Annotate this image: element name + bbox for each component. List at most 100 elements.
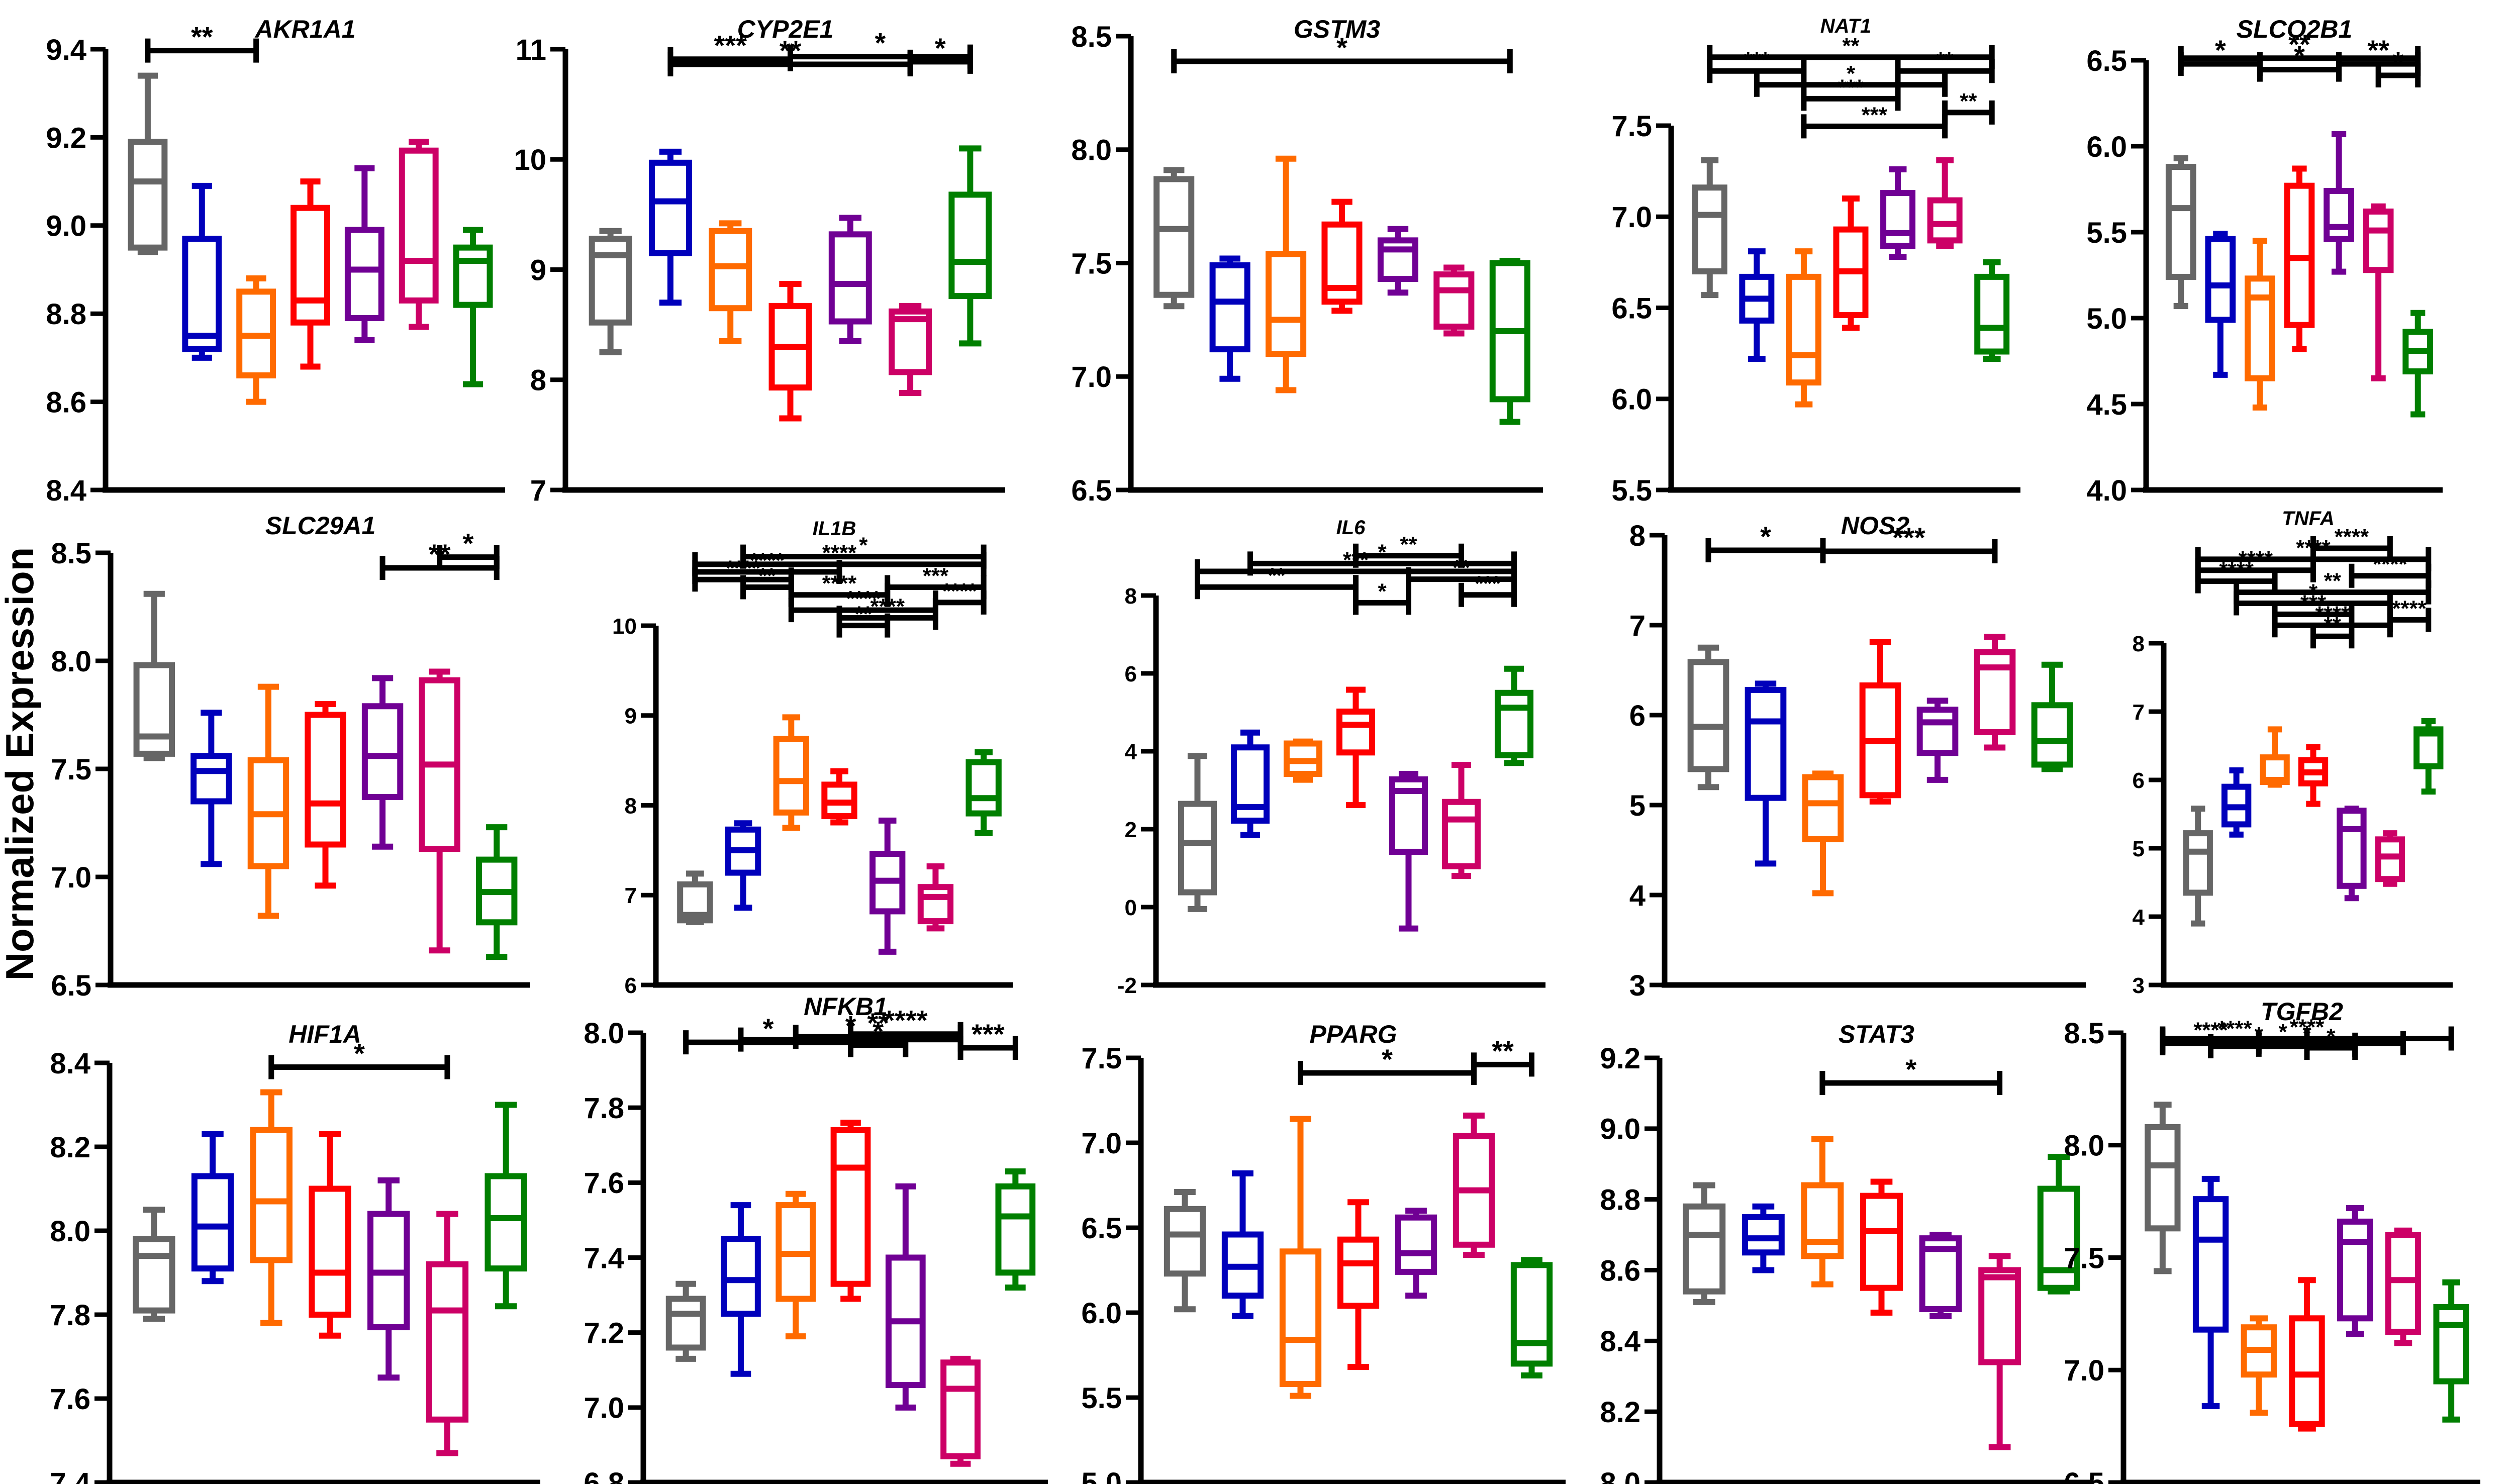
y-tick-label: 7 [2133,700,2145,725]
box-ba2 [1433,264,1475,337]
box-ba2 [426,1211,469,1456]
significance-label: * [2393,46,2404,77]
y-tick-label: 7 [1629,610,1646,642]
y-tick-label: -2 [1117,973,1137,998]
box-iqr [344,227,384,321]
y-tick-label: 8 [625,794,637,818]
box-iqr [133,662,175,757]
box-ba1 [2337,806,2367,902]
box-ba1 [1395,1208,1437,1299]
box-ba1 [1880,166,1916,260]
box-b117 [648,148,692,306]
y-tick-label: 8.4 [46,474,86,507]
y-tick-label: 8.0 [1600,1467,1640,1484]
significance-label: **** [2315,602,2350,626]
y-tick-label: 8.0 [2064,1130,2104,1162]
y-tick-label: 8.2 [50,1131,90,1164]
significance-label: * [2279,1020,2288,1044]
box-iqr [485,1173,527,1272]
box-b117 [725,820,761,911]
box-delta [1860,1178,1903,1316]
box-iqr [250,1127,293,1263]
box-iqr [1880,190,1916,249]
box-mock [1683,1182,1726,1305]
box-iqr [2337,1218,2373,1322]
box-iqr [1692,184,1727,274]
box-iqr [305,712,346,848]
y-tick-label: 7.6 [584,1167,624,1200]
significance-label: **** [2335,525,2369,549]
box-iqr [828,231,872,325]
box-ba2 [940,1355,981,1467]
y-tick-label: 7.5 [1611,110,1652,143]
box-ba1 [2337,1205,2373,1337]
y-tick-label: 7.0 [1611,201,1652,234]
y-tick-label: 4.5 [2086,388,2127,421]
y-tick-label: 9.2 [46,122,86,154]
box-mock [1692,157,1727,299]
significance-bracket: * [1819,1053,2003,1095]
box-iqr [2337,808,2367,889]
significance-label: ** [2324,569,2342,593]
significance-label: * [463,528,474,559]
y-tick-label: 8.6 [46,386,86,419]
box-ba1 [1389,770,1428,932]
box-delta [2289,1277,2325,1432]
y-tick-label: 7.0 [1081,1127,1122,1160]
y-tick-label: 7.8 [50,1299,90,1332]
significance-label: * [935,32,946,64]
box-p1 [485,1102,527,1310]
panel-title: IL6 [1336,517,1366,539]
significance-bracket: ** [1895,47,1995,83]
box-mock [128,72,168,255]
y-tick-label: 7.0 [2064,1354,2104,1387]
box-iqr [709,228,752,312]
panel-title: TNFA [2282,508,2334,530]
y-tick-label: 6.0 [1081,1297,1122,1330]
panel-title: PPARG [1309,1020,1397,1048]
box-iqr [1687,659,1729,772]
y-tick-label: 7.4 [50,1467,90,1484]
box-ba2 [2385,1227,2422,1346]
box-iqr [1164,1206,1206,1277]
significance-label: ** [1960,89,1977,114]
significance-label: *** [972,1018,1005,1050]
box-iqr [191,1173,234,1272]
y-tick-label: 10 [514,144,546,176]
box-iqr [133,1236,175,1314]
significance-label: * [859,533,868,558]
y-tick-label: 8.8 [1600,1184,1640,1217]
box-iqr [2205,236,2236,323]
significance-bracket: * [1353,579,1411,615]
panel-title: TGFB2 [2261,998,2343,1026]
box-iqr [2145,1124,2181,1232]
box-b117 [1221,1170,1264,1319]
significance-label: ** [780,35,802,66]
box-iqr [917,884,954,925]
y-tick-label: 8.5 [2064,1017,2104,1050]
box-iqr [1279,1248,1322,1387]
box-p1 [2413,718,2444,795]
y-tick-label: 2 [1125,818,1137,842]
box-mock [1153,167,1195,310]
y-tick-label: 8 [2133,632,2145,656]
y-tick-label: 11 [516,34,546,66]
box-ba2 [419,668,460,954]
y-tick-label: 7.5 [1081,1042,1122,1075]
box-ba2 [1441,762,1481,879]
box-iqr [2324,187,2354,242]
box-mock [665,1280,706,1362]
significance-label: **** [846,586,881,611]
box-d614g [1786,248,1821,408]
box-iqr [2433,1304,2469,1384]
significance-label: * [2255,1023,2264,1047]
box-iqr [1441,799,1481,869]
box-p1 [476,824,518,960]
panel-title: NAT1 [1820,15,1871,37]
significance-bracket: ** [1942,89,1995,125]
significance-label: *** [1862,103,1888,127]
significance-bracket: **** [932,579,987,615]
box-p1 [1494,665,1534,766]
panel-title: NOS2 [1841,512,1909,540]
